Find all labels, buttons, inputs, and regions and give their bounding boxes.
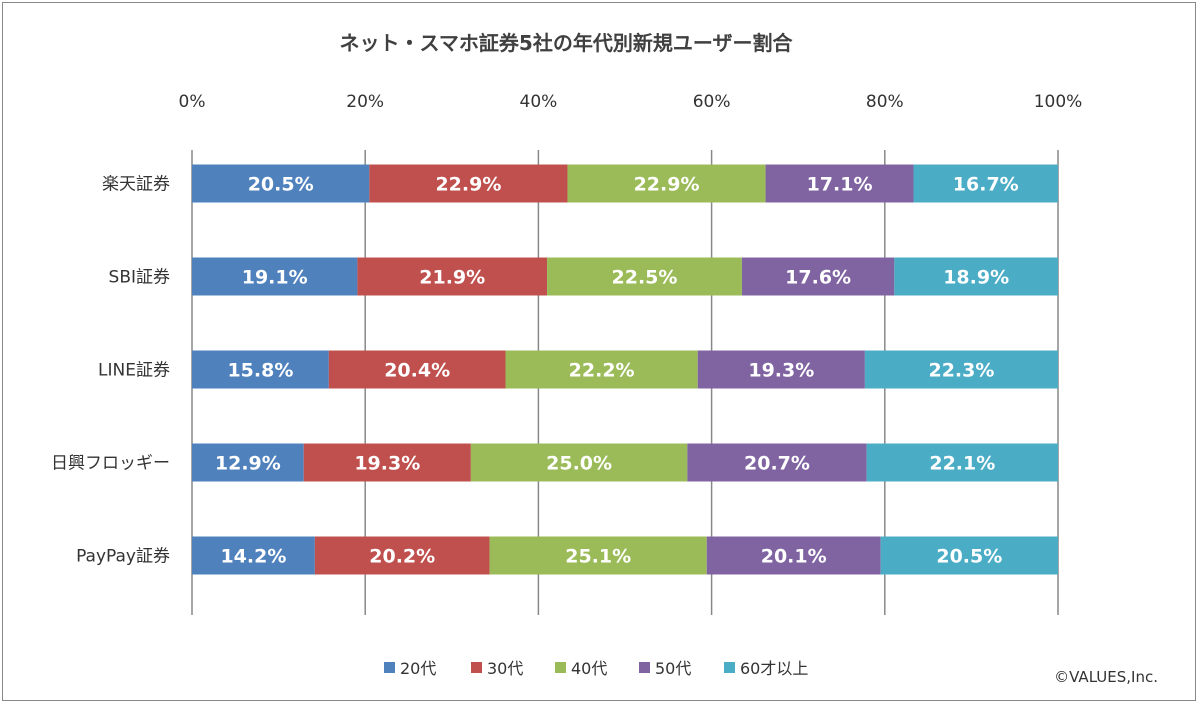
legend-swatch	[555, 662, 566, 673]
data-label: 20.2%	[369, 546, 435, 568]
data-label: 22.5%	[612, 267, 678, 289]
legend-label: 60才以上	[740, 659, 808, 678]
data-label: 20.4%	[384, 360, 450, 382]
x-tick-label: 80%	[866, 92, 904, 112]
data-label: 17.6%	[785, 267, 851, 289]
bar-segment	[880, 536, 1058, 575]
bar-segment	[357, 257, 548, 296]
data-label: 20.5%	[248, 174, 314, 196]
legend-swatch	[639, 662, 650, 673]
legend-label: 50代	[655, 659, 691, 678]
x-tick-label: 60%	[693, 92, 731, 112]
bar-segment	[489, 536, 707, 575]
bar-segment	[687, 443, 867, 482]
bar-segment	[303, 443, 471, 482]
bar-segment	[547, 257, 742, 296]
x-tick-label: 20%	[346, 92, 384, 112]
legend-swatch	[724, 662, 735, 673]
legend-swatch	[384, 662, 395, 673]
category-label: PayPay証券	[76, 547, 170, 567]
category-label: 楽天証券	[102, 175, 170, 195]
bar-segment	[192, 164, 370, 203]
bar-segment	[192, 536, 315, 575]
bar-segment	[470, 443, 688, 482]
x-tick-label: 40%	[520, 92, 558, 112]
legend-label: 30代	[487, 659, 523, 678]
bar-segment	[765, 164, 914, 203]
data-label: 25.1%	[565, 546, 631, 568]
bar-segment	[866, 443, 1058, 482]
data-label: 20.7%	[744, 453, 810, 475]
credit: ©VALUES,Inc.	[1054, 668, 1158, 686]
x-tick-label: 100%	[1034, 92, 1083, 112]
bar-segment	[192, 257, 358, 296]
bar-segment	[894, 257, 1058, 296]
category-label: LINE証券	[98, 361, 170, 381]
bar-segment	[328, 350, 506, 389]
bar-segment	[369, 164, 568, 203]
data-label: 22.2%	[569, 360, 635, 382]
data-label: 20.5%	[936, 546, 1002, 568]
data-label: 19.3%	[354, 453, 420, 475]
data-label: 12.9%	[215, 453, 281, 475]
data-label: 25.0%	[546, 453, 612, 475]
data-label: 19.3%	[748, 360, 814, 382]
data-label: 15.8%	[227, 360, 293, 382]
legend-label: 40代	[571, 659, 607, 678]
bar-segment	[192, 350, 329, 389]
data-label: 22.9%	[634, 174, 700, 196]
legend-swatch	[471, 662, 482, 673]
data-label: 22.1%	[929, 453, 995, 475]
bar-segment	[567, 164, 766, 203]
data-label: 19.1%	[242, 267, 308, 289]
data-label: 20.1%	[761, 546, 827, 568]
data-label: 14.2%	[220, 546, 286, 568]
category-label: 日興フロッギー	[51, 454, 170, 474]
data-label: 22.3%	[928, 360, 994, 382]
data-label: 16.7%	[953, 174, 1019, 196]
bar-segment	[913, 164, 1058, 203]
bar-segment	[505, 350, 698, 389]
bar-segment	[697, 350, 865, 389]
bar-segment	[706, 536, 881, 575]
bar-segment	[314, 536, 490, 575]
legend-label: 20代	[400, 659, 436, 678]
data-label: 18.9%	[943, 267, 1009, 289]
data-label: 17.1%	[807, 174, 873, 196]
category-label: SBI証券	[109, 268, 170, 288]
bar-segment	[741, 257, 895, 296]
data-label: 21.9%	[419, 267, 485, 289]
data-label: 22.9%	[435, 174, 501, 196]
bar-segment	[192, 443, 304, 482]
x-tick-label: 0%	[179, 92, 206, 112]
bar-segment	[864, 350, 1058, 389]
chart-title: ネット・スマホ証券5社の年代別新規ユーザー割合	[340, 31, 794, 55]
